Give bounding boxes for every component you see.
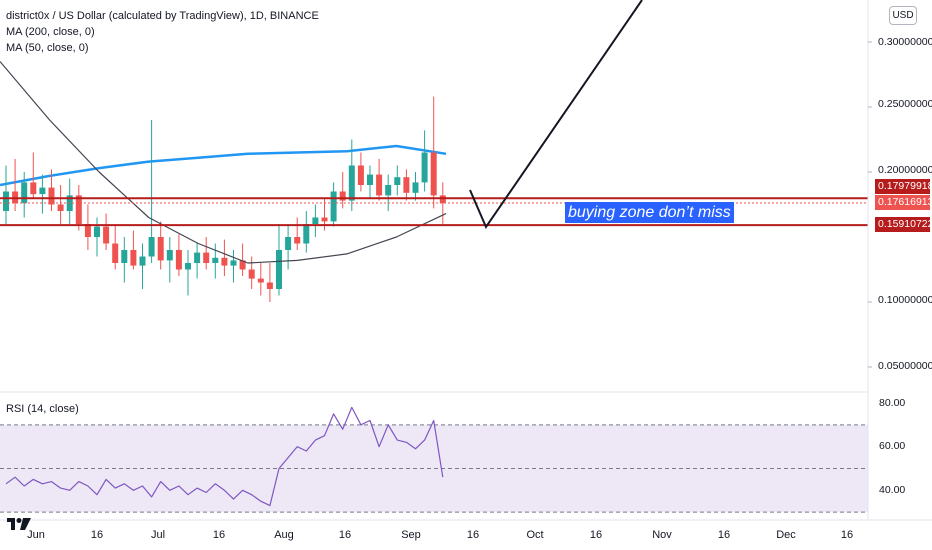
time-tick: 16 [589,529,603,541]
candle-body [48,187,55,205]
rsi-line [5,406,444,507]
ma50-line [0,61,447,264]
rsi-legend[interactable]: RSI (14, close) [6,403,79,415]
candle-body [112,243,119,263]
time-tick: Dec [776,529,796,541]
time-tick: 16 [338,529,352,541]
time-tick: Oct [526,529,544,541]
candle-body [39,187,46,195]
candle-body [403,177,410,193]
ma50-path [0,61,447,264]
candle-body [139,256,146,266]
ma50-legend[interactable]: MA (50, close, 0) [6,42,89,54]
candle-body [130,250,137,266]
candle-body [330,191,337,222]
price-tick: 0.25000000 [878,98,932,110]
candle-body [421,152,428,183]
time-tick: 16 [717,529,731,541]
candle-body [321,217,328,222]
candle-body [75,195,82,224]
candle-body [30,182,37,195]
time-tick: Aug [274,529,294,541]
symbol-title[interactable]: district0x / US Dollar (calculated by Tr… [6,10,319,22]
buying-zone-annotation[interactable]: buying zone don’t miss [565,202,734,223]
candle-body [439,195,446,204]
time-tick: 16 [466,529,480,541]
candle-body [348,165,355,201]
time-tick: 16 [212,529,226,541]
axes [0,0,932,521]
candle-body [57,204,64,211]
time-tick: Jul [150,529,166,541]
candle-body [94,226,100,237]
candle-body [367,174,373,185]
price-tick: 0.10000000 [878,294,932,306]
tradingview-logo[interactable] [6,517,32,531]
price-tick: 0.30000000 [878,36,932,48]
candle-body [185,263,191,270]
candle-body [157,237,164,261]
candle-body [385,185,392,196]
currency-button[interactable]: USD [889,6,917,25]
candle-body [294,237,301,244]
candle-body [357,165,364,185]
candle-body [121,250,128,263]
projection-path[interactable] [469,0,643,230]
candle-body [430,152,437,196]
rsi-pane [0,406,868,513]
ma200-path [0,144,447,187]
candle-body [303,224,310,244]
candle-body [103,226,110,244]
rsi-tick: 60.00 [879,440,906,452]
time-tick: Sep [401,529,421,541]
time-tick: 16 [840,529,854,541]
candle-body [239,260,246,270]
current-price-label: 0.17616913 [875,195,932,210]
buying-zone-lines[interactable] [0,197,868,227]
upper-level-label: 0.17979918 [875,179,932,194]
price-tick: 0.05000000 [878,360,932,372]
candle-body [194,252,201,263]
candlestick-series [3,96,446,302]
candle-body [339,191,346,201]
candle-body [175,250,182,270]
candle-body [221,257,228,266]
candle-body [394,177,401,185]
lower-level-label: 0.15910722 [875,217,932,232]
candle-body [230,260,237,266]
rsi-tick: 40.00 [879,484,906,496]
candle-body [203,252,210,263]
time-tick: 16 [90,529,104,541]
ma200-line [0,144,447,187]
price-tick: 0.20000000 [878,164,932,176]
time-tick: Nov [652,529,672,541]
candle-body [312,217,319,224]
candle-body [166,250,173,261]
candle-body [21,182,28,204]
rsi-tick: 80.00 [879,397,906,409]
ma200-legend[interactable]: MA (200, close, 0) [6,26,95,38]
candle-body [257,278,264,283]
candle-body [248,269,255,279]
candle-body [276,250,282,289]
projection-drawing[interactable] [469,0,643,230]
candle-body [84,224,91,237]
candle-body [285,237,292,250]
time-tick: Jun [27,529,45,541]
candle-body [3,191,9,211]
candle-body [376,174,383,196]
candle-body [412,182,419,193]
candle-body [212,257,219,263]
candle-body [148,237,155,257]
candle-body [266,282,273,289]
